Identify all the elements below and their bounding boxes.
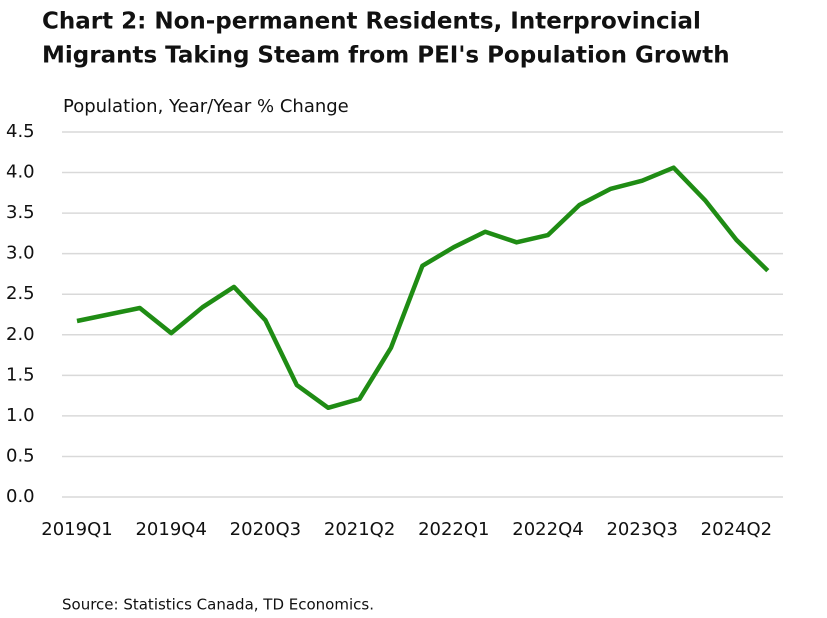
y-tick-label: 3.5 [6, 202, 35, 223]
y-tick-label: 3.0 [6, 243, 35, 264]
y-axis-label: Population, Year/Year % Change [63, 96, 349, 117]
x-tick-label: 2021Q2 [324, 519, 395, 540]
x-tick-label: 2022Q1 [418, 519, 489, 540]
x-tick-label: 2023Q3 [606, 519, 677, 540]
x-tick-label: 2019Q1 [41, 519, 112, 540]
y-tick-label: 4.0 [6, 162, 35, 183]
y-tick-label: 1.5 [6, 364, 35, 385]
x-tick-label: 2022Q4 [512, 519, 583, 540]
y-tick-label: 2.0 [6, 324, 35, 345]
x-tick-label: 2020Q3 [230, 519, 301, 540]
y-tick-label: 2.5 [6, 283, 35, 304]
y-tick-label: 4.5 [6, 121, 35, 142]
y-tick-label: 1.0 [6, 405, 35, 426]
y-tick-label: 0.5 [6, 445, 35, 466]
y-tick-label: 0.0 [6, 486, 35, 507]
x-tick-label: 2024Q2 [701, 519, 772, 540]
chart-title-line: Chart 2: Non-permanent Residents, Interp… [42, 9, 701, 35]
chart-title-line: Migrants Taking Steam from PEI's Populat… [42, 43, 730, 69]
data-line [76, 165, 770, 411]
x-tick-label: 2019Q4 [135, 519, 206, 540]
source-note: Source: Statistics Canada, TD Economics. [62, 596, 374, 614]
